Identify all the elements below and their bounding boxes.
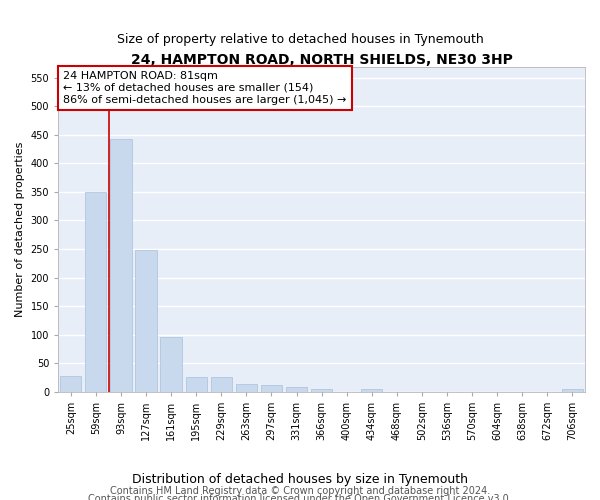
Bar: [261, 386, 282, 392]
Text: Distribution of detached houses by size in Tynemouth: Distribution of detached houses by size …: [132, 472, 468, 486]
Bar: [60, 376, 82, 392]
Bar: [136, 250, 157, 392]
Bar: [286, 387, 307, 392]
Bar: [562, 390, 583, 392]
Text: Size of property relative to detached houses in Tynemouth: Size of property relative to detached ho…: [116, 32, 484, 46]
Title: 24, HAMPTON ROAD, NORTH SHIELDS, NE30 3HP: 24, HAMPTON ROAD, NORTH SHIELDS, NE30 3H…: [131, 52, 512, 66]
Text: Contains HM Land Registry data © Crown copyright and database right 2024.: Contains HM Land Registry data © Crown c…: [110, 486, 490, 496]
Bar: [211, 378, 232, 392]
Bar: [311, 388, 332, 392]
Bar: [185, 378, 207, 392]
Bar: [160, 338, 182, 392]
Bar: [110, 139, 131, 392]
Y-axis label: Number of detached properties: Number of detached properties: [15, 142, 25, 316]
Bar: [361, 390, 382, 392]
Bar: [85, 192, 106, 392]
Text: 24 HAMPTON ROAD: 81sqm
← 13% of detached houses are smaller (154)
86% of semi-de: 24 HAMPTON ROAD: 81sqm ← 13% of detached…: [64, 72, 347, 104]
Bar: [236, 384, 257, 392]
Text: Contains public sector information licensed under the Open Government Licence v3: Contains public sector information licen…: [88, 494, 512, 500]
